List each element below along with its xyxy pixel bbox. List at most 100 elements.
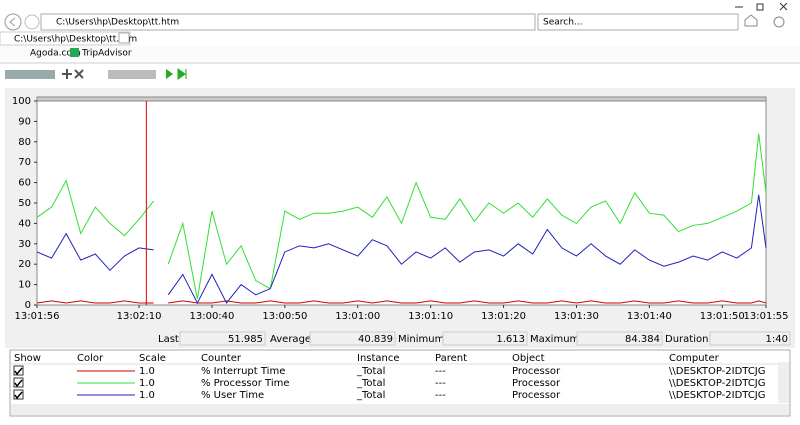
x-tick-label: 13:02:10	[117, 311, 162, 322]
forward-button[interactable]	[24, 14, 40, 30]
cell: 1.0	[139, 390, 155, 401]
x-tick-label: 13:01:20	[481, 311, 526, 322]
stat-box	[442, 331, 528, 346]
y-tick-label: 40	[18, 218, 31, 229]
column-header: Instance	[357, 353, 400, 364]
settings-icon[interactable]	[773, 16, 785, 28]
delete-button[interactable]	[74, 69, 84, 79]
stat-box	[709, 331, 791, 346]
stat-value: 51.985	[228, 334, 263, 345]
favorite-icon	[70, 48, 79, 57]
cell: % Interrupt Time	[201, 366, 285, 377]
x-tick-label: 13:01:55	[744, 311, 789, 322]
stat-label: Last	[158, 334, 179, 345]
column-header: Scale	[139, 353, 166, 364]
stat-value: 40.839	[358, 334, 393, 345]
x-tick-label: 13:01:00	[335, 311, 380, 322]
toolbar-icons	[744, 14, 785, 28]
cell: \\DESKTOP-2IDTCJG	[669, 390, 766, 401]
favorites-bar	[0, 46, 800, 60]
stat-label: Average	[270, 334, 311, 345]
y-tick-label: 50	[18, 198, 31, 209]
x-tick-label: 13:01:56	[15, 311, 60, 322]
view-buttons[interactable]	[5, 70, 55, 79]
chart: 0 10 20 30 40 50 60 70 80 90 100 13:01:56 13:02:10 13…	[12, 96, 791, 346]
stat-value: 84.384	[625, 334, 660, 345]
cell: Processor	[512, 378, 561, 389]
home-icon[interactable]	[744, 14, 758, 27]
h-scrollbar[interactable]	[11, 404, 789, 415]
favorite[interactable]: Agoda.com	[30, 49, 81, 59]
x-tick-label: 13:00:40	[189, 311, 234, 322]
y-tick-label: 20	[18, 259, 31, 270]
check	[14, 367, 23, 376]
close[interactable]	[779, 2, 788, 11]
column-header: Parent	[435, 353, 467, 364]
show-checkbox[interactable]	[13, 377, 24, 388]
cell: _Total	[356, 390, 385, 401]
cell: % User Time	[201, 390, 264, 401]
tab[interactable]	[0, 31, 131, 46]
address-text: C:\Users\hp\Desktop\tt.htm	[56, 18, 179, 28]
column-header: Counter	[201, 353, 242, 364]
cell: Processor	[512, 366, 561, 377]
search-box[interactable]	[537, 13, 739, 31]
stat-label: Duration	[665, 334, 708, 345]
series-line	[36, 194, 767, 305]
restore[interactable]	[756, 3, 764, 11]
y-tick-label: 0	[25, 300, 31, 311]
back-arrow	[9, 17, 16, 27]
cell: 1.0	[139, 378, 155, 389]
x-tick-label: 13:01:50	[700, 311, 745, 322]
column-header: Computer	[669, 353, 720, 364]
table: Show Color Scale Counter Instance Parent Objec…	[11, 353, 778, 401]
y-tick-label: 70	[18, 157, 31, 168]
stat-box	[179, 331, 266, 346]
stat-label: Minimum	[398, 334, 444, 345]
column-header: Color	[77, 353, 104, 364]
add-button[interactable]	[62, 69, 72, 79]
tool-buttons[interactable]	[108, 70, 156, 79]
y-tick-label: 80	[18, 137, 31, 148]
cell: 1.0	[139, 366, 155, 377]
plot-area	[36, 100, 767, 306]
y-tick-label: 90	[18, 116, 31, 127]
cell: _Total	[356, 366, 385, 377]
check	[14, 379, 23, 388]
cell: ---	[435, 390, 446, 401]
stat-value: 1.613	[496, 334, 525, 345]
series-line	[36, 300, 767, 304]
show-checkbox[interactable]	[13, 365, 24, 376]
y-tick-label: 10	[18, 280, 31, 291]
check	[14, 391, 23, 400]
cell: _Total	[356, 378, 385, 389]
play-button[interactable]	[166, 69, 173, 79]
cell: ---	[435, 366, 446, 377]
favorite[interactable]: TripAdvisor	[81, 49, 132, 59]
back-button[interactable]	[4, 13, 22, 31]
cell: \\DESKTOP-2IDTCJG	[669, 366, 766, 377]
v-scrollbar[interactable]	[778, 362, 789, 403]
cell: \\DESKTOP-2IDTCJG	[669, 378, 766, 389]
monitor-toolbar	[5, 68, 187, 80]
x-tick-label: 13:00:50	[262, 311, 307, 322]
address-bar[interactable]	[40, 13, 536, 31]
cell: Processor	[512, 390, 561, 401]
x-tick-label: 13:01:10	[408, 311, 453, 322]
y-tick-label: 30	[18, 239, 31, 250]
stat-label: Maximum	[530, 334, 579, 345]
search-placeholder: Search...	[543, 18, 583, 28]
step-button[interactable]	[177, 68, 187, 80]
new-tab[interactable]	[118, 32, 130, 44]
stat-box	[309, 331, 396, 346]
tab-title: C:\Users\hp\Desktop\tt.htm	[14, 35, 137, 45]
cell: ---	[435, 378, 446, 389]
show-checkbox[interactable]	[13, 389, 24, 400]
column-header: Show	[14, 353, 41, 364]
y-tick-label: 60	[18, 178, 31, 189]
plot-top-bar	[36, 96, 767, 102]
x-tick-label: 13:01:40	[627, 311, 672, 322]
cell: % Processor Time	[201, 378, 290, 389]
column-header: Object	[512, 353, 545, 364]
